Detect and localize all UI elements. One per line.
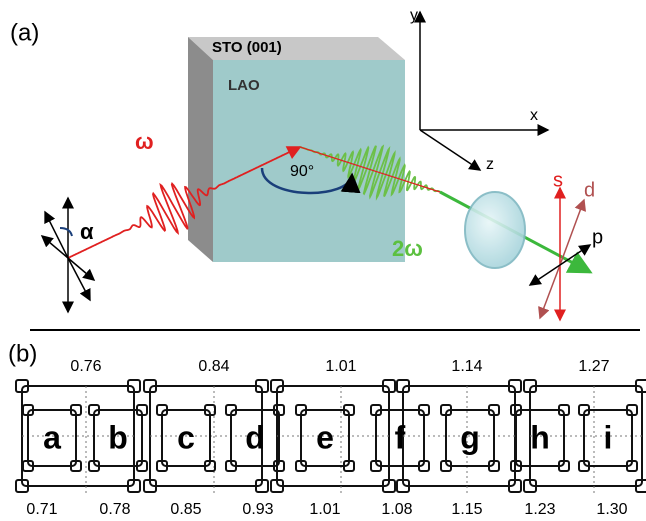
angle-arc	[60, 228, 72, 236]
panel-label: (a)	[10, 19, 39, 46]
output-label: 2ω	[392, 236, 423, 261]
top-value: 0.76	[70, 358, 101, 375]
panel-b: 0.76 0.84 1.01 1.14 1.27 a b c d e f g h i 0.71 0.78 0.8…	[16, 358, 646, 518]
letter: f	[395, 419, 406, 455]
bottom-value: 1.01	[309, 501, 340, 518]
bottom-value: 0.93	[242, 501, 273, 518]
top-value: 1.27	[578, 358, 609, 375]
lens	[465, 192, 525, 268]
top-value: 1.01	[325, 358, 356, 375]
letter: h	[530, 419, 550, 455]
letter: a	[43, 419, 61, 455]
film-label: LAO	[228, 77, 260, 94]
bottom-value: 1.23	[524, 501, 555, 518]
axis-label: z	[486, 156, 494, 173]
letter: c	[177, 419, 195, 455]
bottom-value: 1.15	[451, 501, 482, 518]
bottom-value: 1.30	[596, 501, 627, 518]
analyzer-label: d	[584, 179, 595, 201]
cube-side	[188, 37, 213, 262]
letter: d	[245, 419, 265, 455]
figure: (a) STO (001) LAO y x z 90° ω 2ω α s d p…	[0, 0, 646, 521]
axis-label: y	[410, 7, 418, 24]
substrate-label: STO (001)	[212, 39, 282, 56]
analyzer-label: p	[592, 226, 603, 248]
letter: g	[460, 419, 480, 455]
bottom-value: 0.78	[99, 501, 130, 518]
input-label: ω	[135, 129, 154, 154]
axis-label: x	[530, 107, 538, 124]
analyzer-label: s	[553, 169, 563, 191]
angle-label: 90°	[290, 163, 314, 180]
letter: b	[108, 419, 128, 455]
letter: e	[316, 419, 334, 455]
top-value: 1.14	[451, 358, 482, 375]
z-axis	[420, 130, 480, 170]
polarizer	[42, 198, 94, 312]
bottom-value: 1.08	[381, 501, 412, 518]
analyzer	[530, 188, 590, 320]
top-value: 0.84	[198, 358, 229, 375]
alpha-label: α	[80, 219, 94, 244]
letter: i	[604, 419, 613, 455]
bottom-value: 0.71	[26, 501, 57, 518]
bottom-value: 0.85	[170, 501, 201, 518]
panel-label: (b)	[8, 340, 37, 367]
